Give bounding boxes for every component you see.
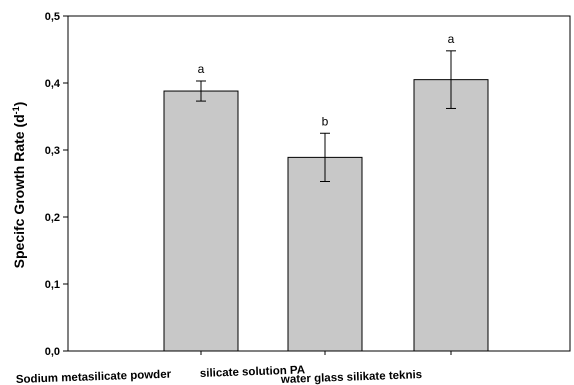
y-axis-label: Specifc Growth Rate (d-1) [11, 102, 27, 269]
y-tick-label: 0,3 [45, 145, 60, 157]
y-tick-label: 0,2 [45, 212, 60, 224]
bar [413, 79, 489, 352]
y-tick-label: 0,0 [45, 346, 60, 358]
bar [287, 156, 363, 352]
y-axis-label-main: Specifc Growth Rate (d [11, 114, 27, 268]
significance-labels: a b a [198, 32, 455, 128]
y-axis-ticks: 0,0 0,1 0,2 0,3 0,4 0,5 [45, 11, 68, 358]
significance-label: a [198, 62, 205, 76]
x-tick-label: silicate solution PA [200, 364, 306, 380]
x-tick-label: Sodium metasilicate powder [16, 369, 172, 385]
bars [163, 79, 489, 352]
bar [163, 90, 239, 352]
y-tick-label: 0,5 [45, 11, 60, 23]
x-tick-label: water glass silikate teknis [280, 369, 423, 385]
y-tick-label: 0,1 [45, 279, 60, 291]
significance-label: a [448, 32, 455, 46]
y-tick-label: 0,4 [45, 78, 61, 90]
x-axis-ticks: Sodium metasilicate powder silicate solut… [16, 351, 452, 385]
significance-label: b [322, 114, 329, 128]
error-bars [196, 50, 456, 182]
y-axis-label-superscript: -1 [11, 106, 21, 114]
y-axis-label-close: ) [11, 102, 27, 107]
